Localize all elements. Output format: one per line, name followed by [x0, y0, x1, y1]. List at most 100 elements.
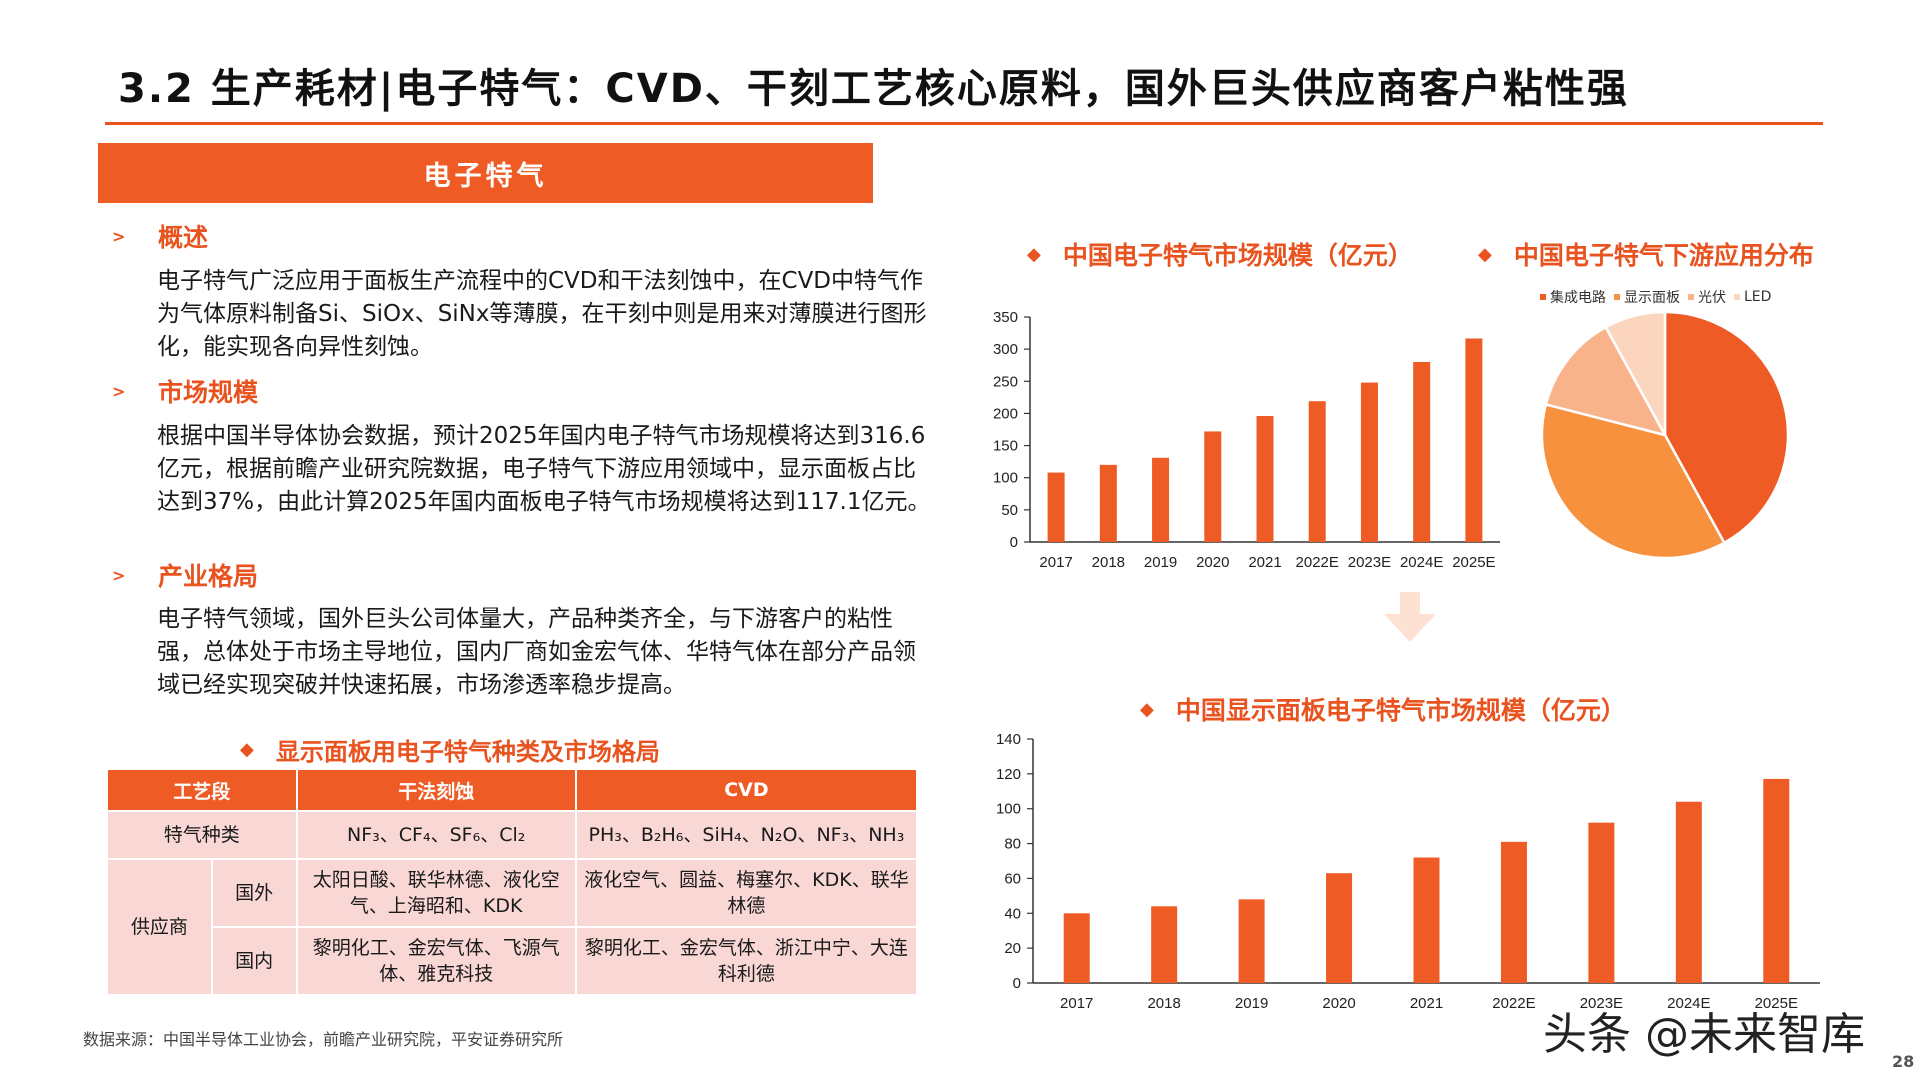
bar-2024E: [1675, 801, 1702, 983]
section-body-market: 根据中国半导体协会数据，预计2025年国内电子特气市场规模将达到316.6亿元，…: [157, 423, 931, 515]
arrow-down-icon: [1384, 592, 1436, 642]
x-tick-label: 2024E: [1400, 554, 1443, 571]
y-tick-label: 20: [1004, 940, 1021, 957]
y-tick-label: 0: [1010, 534, 1018, 551]
x-tick-label: 2019: [1144, 554, 1177, 571]
diamond-bullet-icon: ◆: [1027, 243, 1041, 265]
x-tick-label: 2021: [1410, 995, 1443, 1012]
section-banner: 电子特气: [98, 143, 873, 203]
y-tick-label: 120: [996, 766, 1021, 783]
display-panel-bar-chart: 0 20 40 60 80 100 120 140 2017 2018 2019 2020 2021 20…: [996, 731, 1820, 1012]
bar-2019: [1238, 899, 1265, 983]
x-tick-label: 2017: [1060, 995, 1093, 1012]
page-title: 3.2 生产耗材|电子特气：CVD、干刻工艺核心原料，国外巨头供应商客户粘性强: [118, 66, 1629, 112]
y-tick-label: 60: [1004, 870, 1021, 887]
table-row: 供应商 国外 太阳日酸、联华林德、液化空气、上海昭和、KDK 液化空气、圆益、梅…: [106, 858, 919, 996]
downstream-pie-chart: [1540, 310, 1790, 560]
x-tick-label: 2025E: [1755, 995, 1798, 1012]
diamond-bullet-icon: ◆: [1478, 243, 1492, 265]
y-tick-label: 150: [993, 438, 1018, 455]
y-tick-label: 250: [993, 373, 1018, 390]
chart-title-market: ◆ 中国电子特气市场规模（亿元）: [1027, 236, 1413, 272]
bar-2020: [1204, 431, 1222, 542]
cell-foreign-cvd: 液化空气、圆益、梅塞尔、KDK、联华林德: [574, 858, 919, 928]
table-row: 特气种类 NF₃、CF₄、SF₆、Cl₂ PH₃、B₂H₆、SiH₄、N₂O、N…: [106, 810, 919, 860]
chevron-right-icon: >: [112, 565, 126, 585]
legend-label: 显示面板: [1624, 290, 1680, 306]
legend-swatch: [1614, 294, 1620, 300]
bar-2019: [1152, 457, 1170, 542]
title-underline: [105, 122, 1823, 125]
section-heading-overview: > 概述: [112, 218, 208, 254]
x-tick-label: 2022E: [1296, 554, 1339, 571]
x-tick-label: 2018: [1147, 995, 1180, 1012]
y-tick-label: 300: [993, 341, 1018, 358]
x-tick-label: 2025E: [1452, 554, 1495, 571]
table-title-label: 显示面板用电子特气种类及市场格局: [275, 738, 660, 766]
x-tick-label: 2022E: [1492, 995, 1535, 1012]
section-heading-label: 产业格局: [158, 562, 259, 591]
section-heading-landscape: > 产业格局: [112, 557, 258, 593]
cell-foreign-label: 国外: [210, 858, 298, 928]
cell-domestic-dry: 黎明化工、金宏气体、飞源气体、雅克科技: [295, 926, 577, 996]
legend-item: 集成电路: [1540, 287, 1606, 307]
legend-label: 光伏: [1698, 290, 1726, 306]
x-tick-label: 2023E: [1580, 995, 1623, 1012]
chevron-right-icon: >: [112, 226, 126, 246]
x-tick-label: 2023E: [1348, 554, 1391, 571]
legend-item: LED: [1734, 287, 1771, 307]
section-heading-market: > 市场规模: [112, 373, 258, 409]
bar-2022E: [1308, 401, 1326, 542]
y-tick-label: 100: [993, 470, 1018, 487]
bar-2018: [1151, 906, 1178, 983]
legend-item: 光伏: [1688, 287, 1726, 307]
y-tick-label: 0: [1013, 975, 1021, 992]
header-dry-etch: 干法刻蚀: [295, 768, 577, 812]
y-tick-label: 140: [996, 731, 1021, 748]
x-tick-label: 2024E: [1667, 995, 1710, 1012]
watermark: 头条 @未来智库: [1543, 1009, 1865, 1060]
diamond-bullet-icon: ◆: [240, 739, 254, 760]
cell-foreign-dry: 太阳日酸、联华林德、液化空气、上海昭和、KDK: [295, 858, 577, 928]
legend-label: 集成电路: [1550, 290, 1606, 306]
chart-title-label: 中国电子特气下游应用分布: [1513, 241, 1814, 270]
chart-title-display: ◆ 中国显示面板电子特气市场规模（亿元）: [1140, 691, 1626, 727]
y-tick-label: 50: [1001, 502, 1018, 519]
bar-2021: [1413, 857, 1440, 983]
header-process: 工艺段: [106, 768, 298, 812]
market-size-bar-chart: 0 50 100 150 200 250 300 350 2017 2018 2019 2020 202…: [993, 309, 1500, 571]
bar-2024E: [1413, 362, 1431, 542]
section-heading-label: 概述: [158, 223, 209, 252]
page-number: 28: [1892, 1052, 1915, 1071]
bar-2017: [1063, 913, 1090, 983]
legend-item: 显示面板: [1614, 287, 1680, 307]
bar-2023E: [1360, 382, 1378, 542]
gas-table: 工艺段 干法刻蚀 CVD 特气种类 NF₃、CF₄、SF₆、Cl₂ PH₃、B₂…: [106, 768, 919, 996]
bar-2023E: [1588, 822, 1615, 983]
x-tick-label: 2018: [1092, 554, 1125, 571]
x-tick-label: 2020: [1196, 554, 1229, 571]
cell-domestic-cvd: 黎明化工、金宏气体、浙江中宁、大连科利德: [574, 926, 919, 996]
bar-2021: [1256, 416, 1274, 542]
bar-2017: [1047, 472, 1065, 542]
header-cvd: CVD: [574, 768, 919, 812]
y-tick-label: 80: [1004, 836, 1021, 853]
table-title: ◆ 显示面板用电子特气种类及市场格局: [240, 732, 660, 767]
legend-swatch: [1540, 294, 1546, 300]
bar-2018: [1099, 464, 1117, 542]
y-tick-label: 350: [993, 309, 1018, 326]
data-source-note: 数据来源：中国半导体工业协会，前瞻产业研究院，平安证券研究所: [83, 1030, 564, 1049]
cell-supplier-label: 供应商: [106, 858, 213, 996]
bar-2022E: [1500, 841, 1527, 983]
bar-2020: [1326, 873, 1353, 983]
y-tick-label: 100: [996, 801, 1021, 818]
chart-title-distribution: ◆ 中国电子特气下游应用分布: [1478, 236, 1814, 272]
cell-domestic-label: 国内: [210, 926, 298, 996]
x-tick-label: 2021: [1248, 554, 1281, 571]
diamond-bullet-icon: ◆: [1140, 698, 1154, 720]
pie-slice-LED: [1604, 310, 1667, 436]
pie-slice-集成电路: [1663, 310, 1790, 545]
y-tick-label: 200: [993, 405, 1018, 422]
chart-title-label: 中国电子特气市场规模（亿元）: [1062, 241, 1413, 270]
legend-swatch: [1734, 294, 1740, 300]
